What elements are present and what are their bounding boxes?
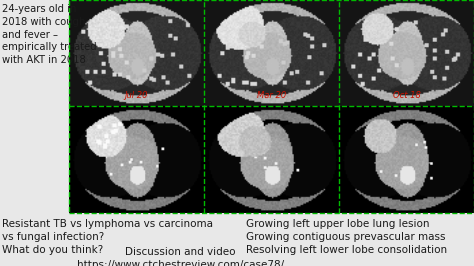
Text: Oct 18: Oct 18 [392, 91, 420, 100]
Text: Resistant TB vs lymphoma vs carcinoma
vs fungal infection?
What do you think?: Resistant TB vs lymphoma vs carcinoma vs… [2, 219, 213, 255]
Bar [69, 0, 474, 213]
Text: Discussion and video
https://www.ctchestreview.com/case78/: Discussion and video https://www.ctchest… [77, 247, 283, 266]
Text: Mar 20: Mar 20 [257, 91, 286, 100]
Text: Jul 20: Jul 20 [125, 91, 148, 100]
Text: Growing left upper lobe lung lesion
Growing contiguous prevascular mass
Resolvin: Growing left upper lobe lung lesion Grow… [246, 219, 447, 255]
Text: 24-years old in
2018 with cough
and fever –
empirically treated
with AKT in 2018: 24-years old in 2018 with cough and feve… [2, 4, 97, 65]
